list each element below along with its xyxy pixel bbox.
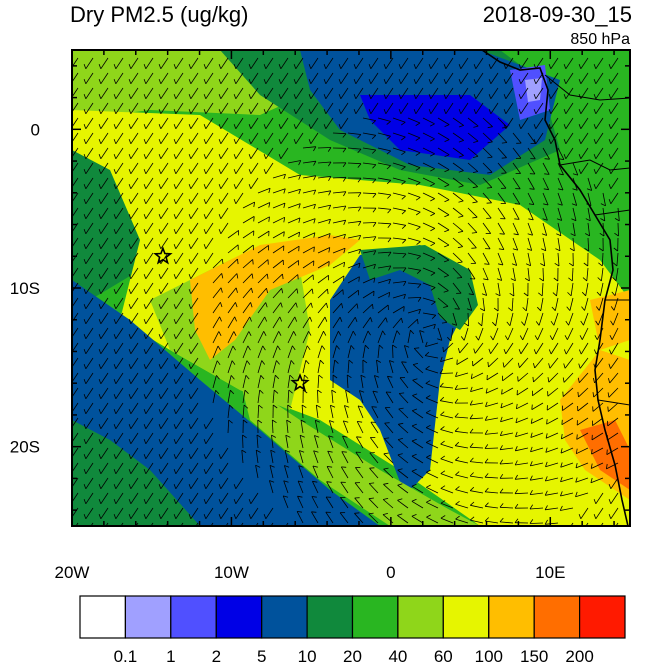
colorbar-label: 150 — [520, 647, 548, 666]
x-axis-labels: 20W 10W 0 10E — [55, 563, 566, 582]
x-axis-label: 10E — [535, 563, 565, 582]
colorbar-label: 60 — [434, 647, 453, 666]
map-title: Dry PM2.5 (ug/kg) — [70, 2, 249, 27]
y-axis-label: 0 — [31, 120, 40, 139]
colorbar-swatch — [533, 595, 581, 639]
africa-coastline — [481, 50, 630, 526]
colorbar-label: 20 — [343, 647, 362, 666]
y-axis-labels: 0 10S 20S — [10, 120, 40, 456]
x-axis-label: 20W — [55, 563, 90, 582]
x-axis-label: 0 — [386, 563, 395, 582]
colorbar-label: 1 — [166, 647, 175, 666]
map-datetime: 2018-09-30_15 — [482, 2, 632, 27]
y-axis-label: 10S — [10, 279, 40, 298]
pressure-level: 850 hPa — [570, 31, 630, 48]
colorbar-label: 0.1 — [114, 647, 138, 666]
colorbar-swatch — [261, 595, 308, 639]
colorbar — [79, 595, 626, 639]
colorbar-swatch — [578, 595, 626, 639]
colorbar-swatch — [442, 595, 490, 639]
site-markers — [153, 246, 310, 392]
y-axis-label: 20S — [10, 438, 40, 457]
colorbar-label: 5 — [257, 647, 266, 666]
colorbar-swatch — [306, 595, 354, 639]
colorbar-label: 100 — [475, 647, 503, 666]
wind-barbs — [72, 57, 620, 526]
colorbar-swatch — [124, 595, 172, 639]
colorbar-swatch — [170, 595, 217, 639]
colorbar-label: 2 — [212, 647, 221, 666]
colorbar-swatch — [351, 595, 399, 639]
colorbar-swatch — [79, 595, 127, 639]
colorbar-label: 200 — [565, 647, 593, 666]
colorbar-swatch — [397, 595, 444, 639]
star-marker-2 — [290, 372, 310, 392]
axis-ticks — [71, 50, 630, 526]
colorbar-labels: 0.1 1 2 5 10 20 40 60 100 150 200 — [114, 647, 594, 666]
x-axis-label: 10W — [214, 563, 249, 582]
colorbar-label: 10 — [298, 647, 317, 666]
colorbar-swatch — [488, 595, 535, 639]
star-marker-1 — [153, 246, 173, 265]
colorbar-label: 40 — [388, 647, 407, 666]
colorbar-swatch — [215, 595, 263, 639]
